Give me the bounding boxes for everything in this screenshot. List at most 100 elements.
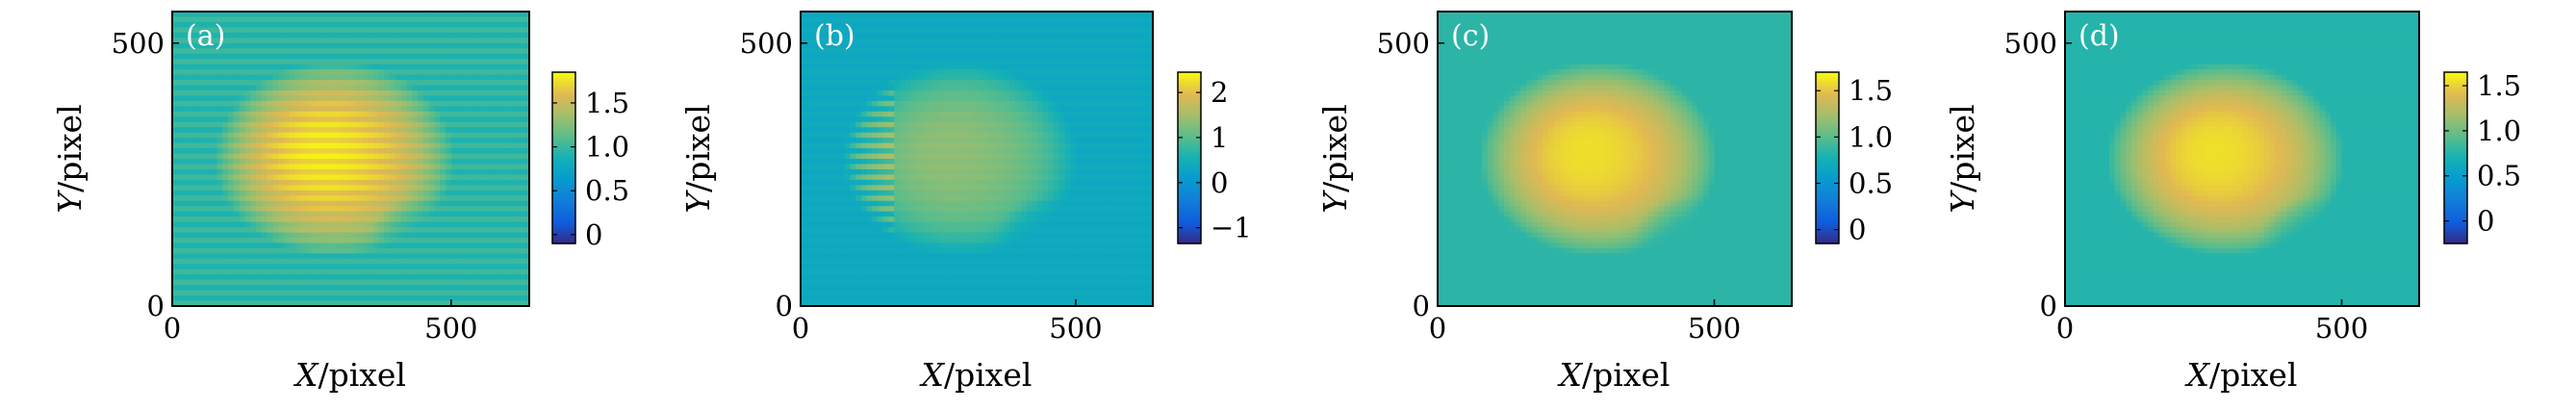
heatmap-cell	[289, 279, 296, 286]
heatmap-cell	[844, 111, 852, 117]
heatmap-cell	[998, 116, 1006, 123]
heatmap-cell	[233, 89, 241, 97]
heatmap-cell	[434, 69, 441, 76]
heatmap-cell	[1086, 89, 1093, 97]
heatmap-cell	[955, 21, 961, 28]
heatmap-cell	[227, 148, 235, 155]
heatmap-cell	[1042, 48, 1049, 55]
heatmap-cell	[300, 12, 307, 18]
heatmap-cell	[255, 221, 263, 228]
heatmap-cell	[1081, 21, 1087, 28]
heatmap-cell	[317, 153, 324, 160]
heatmap-cell	[311, 132, 319, 139]
heatmap-cell	[1135, 69, 1143, 76]
heatmap-cell	[855, 42, 862, 49]
heatmap-cell	[418, 290, 424, 296]
heatmap-cell	[1009, 85, 1016, 91]
heatmap-cell	[506, 253, 514, 260]
heatmap-cell	[434, 221, 441, 228]
heatmap-cell	[805, 74, 813, 81]
heatmap-cell	[422, 148, 430, 155]
heatmap-cell	[306, 195, 313, 202]
heatmap-cell	[468, 253, 474, 260]
heatmap-cell	[306, 237, 313, 244]
heatmap-cell	[434, 243, 441, 249]
heatmap-cell	[450, 32, 458, 38]
heatmap-cell	[205, 190, 213, 196]
heatmap-cell	[300, 268, 307, 275]
heatmap-cell	[244, 247, 251, 254]
heatmap-cell	[322, 148, 329, 155]
heatmap-cell	[844, 16, 852, 23]
heatmap-cell	[478, 179, 486, 186]
heatmap-cell	[1064, 53, 1071, 60]
heatmap-cell	[1119, 80, 1127, 87]
heatmap-cell	[490, 127, 497, 134]
heatmap-cell	[406, 168, 413, 175]
heatmap-cell	[878, 27, 884, 34]
heatmap-cell	[450, 221, 458, 228]
heatmap-cell	[334, 185, 341, 192]
heatmap-cell	[255, 95, 263, 102]
heatmap-cell	[872, 27, 879, 34]
heatmap-cell	[344, 221, 352, 228]
heatmap-cell	[1032, 100, 1038, 107]
heatmap-cell	[261, 16, 268, 23]
heatmap-cell	[177, 232, 185, 239]
heatmap-cell	[462, 243, 469, 249]
heatmap-cell	[1092, 38, 1099, 44]
heatmap-cell	[372, 227, 380, 234]
heatmap-cell	[194, 32, 201, 38]
heatmap-cell	[943, 38, 951, 44]
heatmap-cell	[350, 190, 357, 196]
heatmap-cell	[311, 285, 319, 292]
heatmap-cell	[217, 21, 223, 28]
heatmap-cell	[828, 32, 834, 38]
heatmap-cell	[233, 221, 241, 228]
heatmap-cell	[384, 148, 391, 155]
heatmap-cell	[1075, 80, 1083, 87]
heatmap-cell	[205, 211, 213, 217]
heatmap-cell	[977, 12, 983, 18]
heatmap-cell	[344, 237, 352, 244]
heatmap-cell	[428, 138, 436, 144]
heatmap-cell	[943, 89, 951, 97]
heatmap-cell	[362, 200, 369, 207]
heatmap-cell	[422, 268, 430, 275]
heatmap-cell	[1135, 111, 1143, 117]
heatmap-cell	[905, 85, 911, 91]
heatmap-cell	[993, 100, 1000, 107]
heatmap-cell	[422, 121, 430, 128]
heatmap-cell	[1147, 48, 1154, 55]
heatmap-cell	[1020, 53, 1028, 60]
heatmap-cell	[283, 247, 291, 254]
heatmap-cell	[490, 200, 497, 207]
heatmap-cell	[512, 264, 520, 270]
heatmap-cell	[833, 38, 840, 44]
heatmap-cell	[1141, 16, 1148, 23]
heatmap-cell	[1004, 85, 1010, 91]
heatmap-cell	[523, 27, 530, 34]
heatmap-cell	[473, 111, 480, 117]
heatmap-cell	[1081, 111, 1087, 117]
heatmap-cell	[1009, 16, 1016, 23]
heatmap-cell	[233, 217, 241, 223]
heatmap-cell	[506, 264, 514, 270]
heatmap-cell	[888, 27, 895, 34]
heatmap-cell	[306, 48, 313, 55]
heatmap-cell	[905, 89, 911, 97]
heatmap-cell	[450, 227, 458, 234]
heatmap-cell	[462, 95, 469, 102]
heatmap-cell	[322, 142, 329, 149]
heatmap-cell	[177, 295, 185, 302]
heatmap-cell	[199, 132, 207, 139]
heatmap-cell	[306, 106, 313, 113]
heatmap-cell	[189, 290, 195, 296]
heatmap-cell	[317, 27, 324, 34]
heatmap-cell	[971, 80, 978, 87]
heatmap-cell	[1064, 64, 1071, 70]
heatmap-cell	[473, 168, 480, 175]
heatmap-cell	[434, 148, 441, 155]
heatmap-cell	[390, 32, 396, 38]
heatmap-cell	[811, 38, 818, 44]
